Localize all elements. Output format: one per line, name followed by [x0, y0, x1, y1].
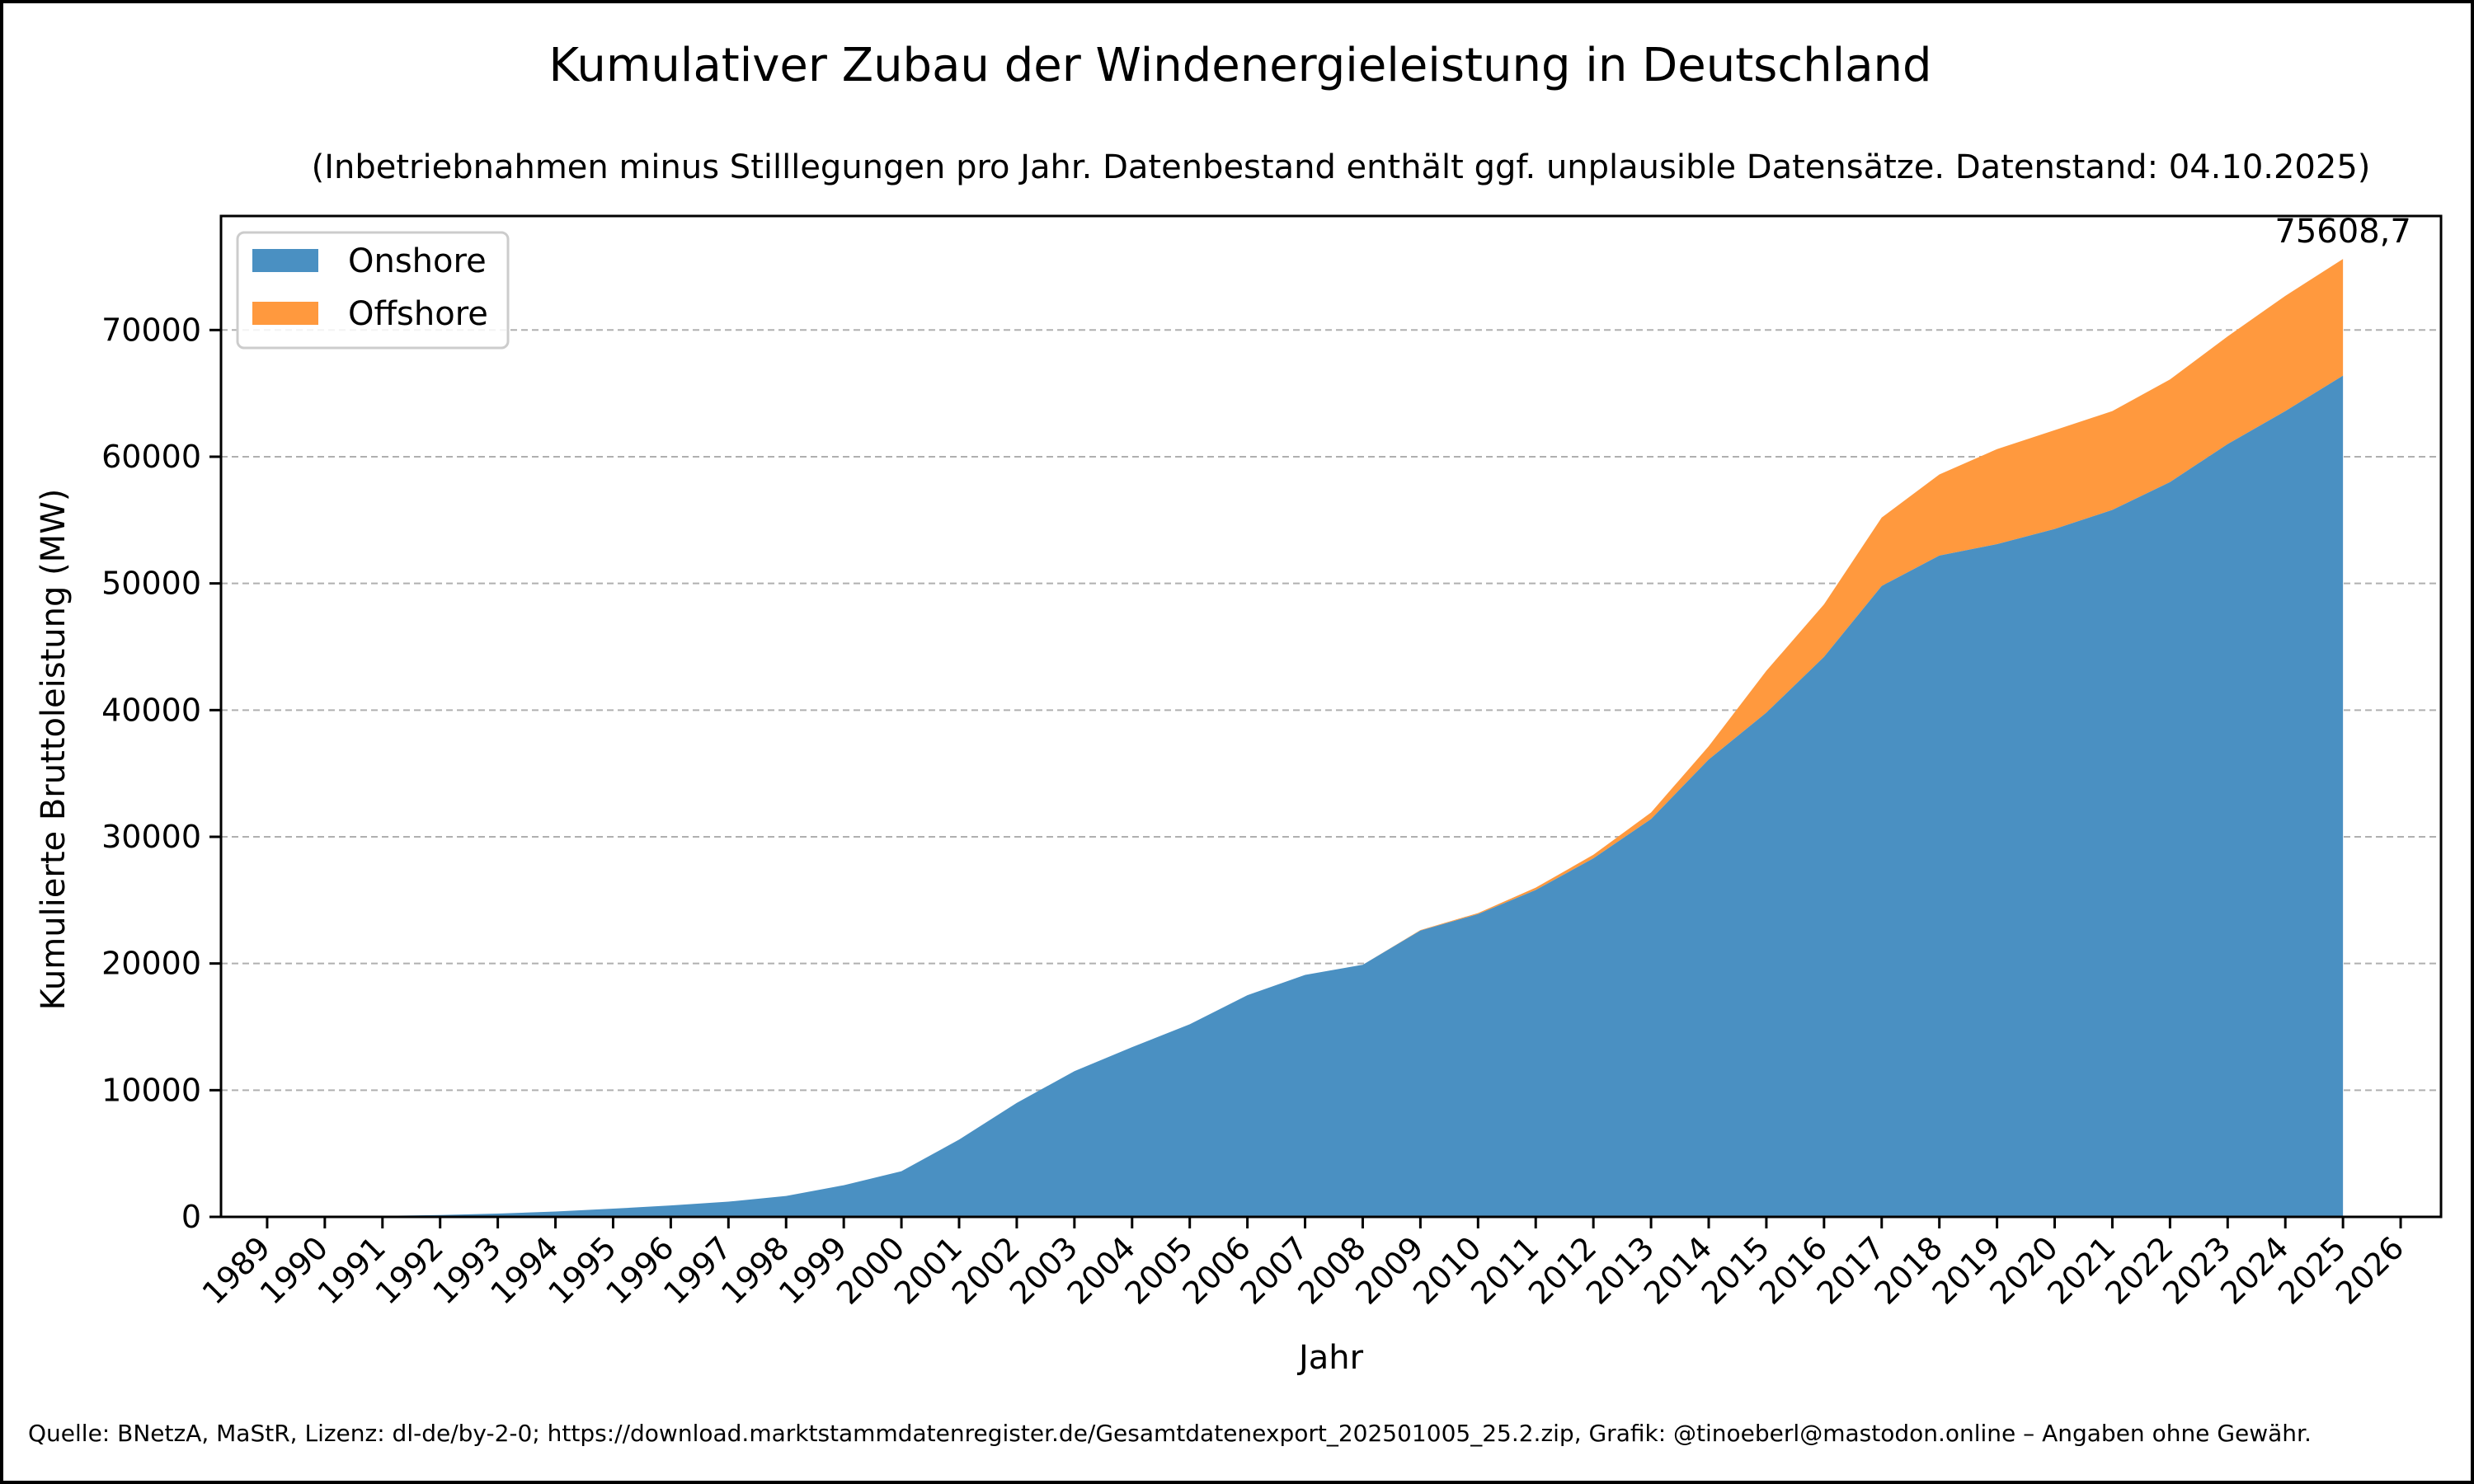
x-tick-label-2016: 2016 — [1752, 1229, 1835, 1312]
x-tick-label-2002: 2002 — [945, 1229, 1028, 1312]
x-tick-label-2023: 2023 — [2156, 1229, 2238, 1312]
x-tick-label-2010: 2010 — [1406, 1229, 1489, 1312]
x-tick-label-1998: 1998 — [714, 1229, 797, 1312]
x-tick-label-2013: 2013 — [1579, 1229, 1662, 1312]
x-tick-label-1995: 1995 — [541, 1229, 623, 1312]
x-ticks: 1989199019911992199319941995199619971998… — [195, 1217, 2411, 1312]
chart-title: Kumulativer Zubau der Windenergieleistun… — [548, 39, 1931, 92]
y-tick-label-0: 0 — [181, 1199, 201, 1235]
x-tick-label-1999: 1999 — [772, 1229, 854, 1312]
area-onshore — [266, 375, 2344, 1217]
y-tick-label-70000: 70000 — [101, 312, 201, 348]
x-tick-label-2015: 2015 — [1695, 1229, 1777, 1312]
axes — [219, 214, 2443, 1219]
chart-subtitle: (Inbetriebnahmen minus Stilllegungen pro… — [312, 148, 2371, 186]
x-tick-label-1991: 1991 — [311, 1229, 393, 1312]
x-tick-label-2006: 2006 — [1175, 1229, 1258, 1312]
x-tick-label-1992: 1992 — [369, 1229, 451, 1312]
legend-label-onshore: Onshore — [348, 242, 487, 280]
y-ticks: 0 10000 20000 30000 40000 50000 60000 70000 — [101, 312, 221, 1235]
area-series — [266, 259, 2344, 1217]
x-tick-label-2009: 2009 — [1348, 1229, 1431, 1312]
x-tick-label-2007: 2007 — [1233, 1229, 1315, 1312]
legend: Onshore Offshore — [236, 231, 510, 350]
x-tick-label-1993: 1993 — [426, 1229, 508, 1312]
x-tick-label-2019: 2019 — [1925, 1229, 2007, 1312]
y-axis-label: Kumulierte Bruttoleistung (MW) — [35, 489, 73, 1011]
x-tick-label-1997: 1997 — [656, 1229, 739, 1312]
source-note: Quelle: BNetzA, MaStR, Lizenz: dl-de/by-… — [28, 1420, 2312, 1447]
plot-frame — [219, 214, 2443, 1219]
y-tick-label-60000: 60000 — [101, 439, 201, 475]
legend-swatch-offshore — [252, 302, 318, 325]
x-axis-label: Jahr — [1296, 1339, 1364, 1377]
x-tick-label-2008: 2008 — [1291, 1229, 1373, 1312]
x-tick-label-2005: 2005 — [1118, 1229, 1201, 1312]
chart: Kumulativer Zubau der Windenergieleistun… — [28, 39, 2443, 1447]
x-tick-label-2020: 2020 — [1982, 1229, 2065, 1312]
x-tick-label-2026: 2026 — [2329, 1229, 2411, 1312]
total-value-annotation: 75608,7 — [2274, 213, 2411, 251]
gridlines — [221, 329, 2441, 1092]
x-tick-label-2018: 2018 — [1868, 1229, 1950, 1312]
x-tick-label-1996: 1996 — [599, 1229, 681, 1312]
x-tick-label-2003: 2003 — [1003, 1229, 1085, 1312]
y-tick-label-20000: 20000 — [101, 946, 201, 982]
y-tick-label-50000: 50000 — [101, 566, 201, 602]
x-tick-label-2000: 2000 — [830, 1229, 912, 1312]
x-tick-label-1989: 1989 — [195, 1229, 278, 1312]
x-tick-label-2012: 2012 — [1522, 1229, 1604, 1312]
x-tick-label-2021: 2021 — [2040, 1229, 2123, 1312]
x-tick-label-2022: 2022 — [2098, 1229, 2180, 1312]
x-tick-label-2014: 2014 — [1637, 1229, 1719, 1312]
legend-label-offshore: Offshore — [348, 295, 488, 333]
x-tick-label-2025: 2025 — [2271, 1229, 2354, 1312]
x-tick-label-1990: 1990 — [253, 1229, 336, 1312]
legend-swatch-onshore — [252, 249, 318, 272]
x-tick-label-2017: 2017 — [1810, 1229, 1893, 1312]
x-tick-label-2011: 2011 — [1464, 1229, 1546, 1312]
y-tick-label-30000: 30000 — [101, 819, 201, 855]
y-tick-label-40000: 40000 — [101, 692, 201, 728]
x-tick-label-2004: 2004 — [1061, 1229, 1143, 1312]
y-tick-label-10000: 10000 — [101, 1072, 201, 1108]
x-tick-label-2001: 2001 — [887, 1229, 970, 1312]
x-tick-label-2024: 2024 — [2213, 1229, 2296, 1312]
x-tick-label-1994: 1994 — [483, 1229, 566, 1312]
